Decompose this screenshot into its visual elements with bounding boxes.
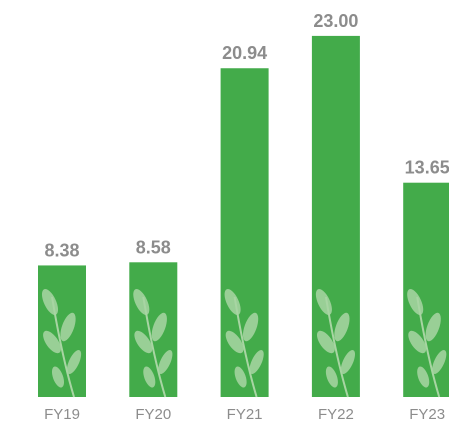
- leaf-decoration: [340, 350, 356, 374]
- leaf-decoration: [43, 330, 61, 354]
- leaf-decoration: [407, 289, 424, 315]
- leaf-decoration: [234, 366, 247, 388]
- leaf-decoration: [133, 289, 150, 315]
- value-label: 20.94: [222, 43, 267, 63]
- leaf-decoration: [242, 312, 259, 342]
- leaf-decoration: [134, 330, 153, 354]
- x-tick-label: FY19: [44, 406, 80, 423]
- value-label: 13.65: [405, 158, 449, 178]
- leaf-decoration: [432, 350, 447, 374]
- leaf-decoration: [316, 330, 335, 354]
- leaf-decoration: [143, 366, 156, 388]
- bar: [311, 35, 360, 398]
- value-label: 23.00: [313, 11, 358, 31]
- leaf-group: [133, 289, 173, 398]
- leaf-decoration: [41, 289, 59, 315]
- leaf-decoration: [224, 289, 241, 315]
- leaf-decoration: [51, 366, 65, 388]
- leaf-decoration: [315, 289, 332, 315]
- leaf-decoration: [60, 312, 76, 342]
- value-label: 8.38: [44, 240, 79, 260]
- leaf-decoration: [408, 330, 427, 354]
- leaf-decoration: [334, 312, 350, 342]
- leaf-group: [315, 289, 356, 398]
- leaf-decoration: [225, 330, 244, 354]
- leaf-decoration: [325, 366, 338, 388]
- leaf-decoration: [151, 312, 167, 342]
- leaf-decoration: [417, 366, 430, 388]
- leaf-group: [41, 289, 82, 398]
- x-tick-label: FY22: [318, 406, 354, 423]
- leaf-group: [407, 289, 447, 398]
- leaf-decoration: [66, 350, 82, 374]
- leaf-decoration: [158, 350, 173, 374]
- value-label: 8.58: [136, 237, 171, 257]
- x-tick-label: FY21: [227, 406, 263, 423]
- x-tick-label: FY20: [135, 406, 171, 423]
- leaf-group: [224, 289, 264, 398]
- leaf-decoration: [425, 312, 441, 342]
- leaf-decoration: [249, 350, 264, 374]
- x-tick-label: FY23: [409, 406, 445, 423]
